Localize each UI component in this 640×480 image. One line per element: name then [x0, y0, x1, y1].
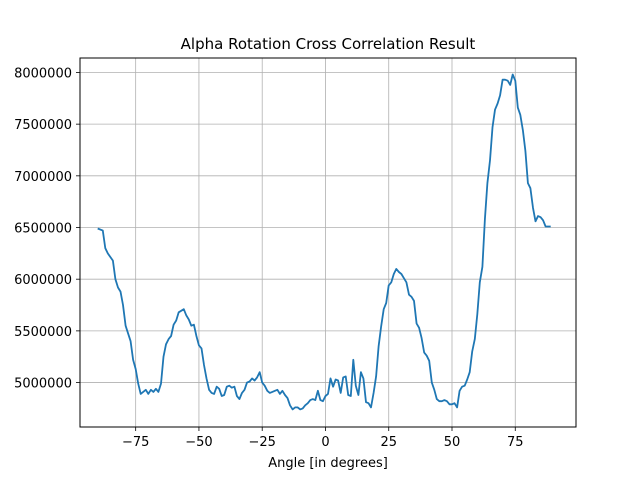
y-axis: 5000000 5500000 6000000 6500000 7000000 75000…: [14, 66, 80, 392]
axes-frame: [79, 57, 577, 428]
x-tick-label: −50: [185, 435, 212, 450]
x-tick-label: −75: [122, 435, 149, 450]
x-tick-label: 0: [321, 435, 329, 450]
series-line-0: [97, 73, 551, 411]
x-tick-label: −25: [248, 435, 275, 450]
y-tick-label: 6000000: [14, 273, 72, 288]
x-axis: −75 −50 −25 0 25 50 75: [122, 427, 524, 450]
x-axis-label: Angle [in degrees]: [268, 456, 388, 471]
y-tick-label: 7000000: [14, 170, 72, 185]
x-tick-label: 50: [444, 435, 461, 450]
y-tick-label: 5500000: [14, 325, 72, 340]
chart-title: Alpha Rotation Cross Correlation Result: [181, 35, 476, 53]
x-tick-label: 75: [507, 435, 524, 450]
y-tick-label: 6500000: [14, 222, 72, 237]
y-tick-label: 5000000: [14, 377, 72, 392]
y-tick-label: 8000000: [14, 66, 72, 81]
y-tick-label: 7500000: [14, 118, 72, 133]
plot-area: [97, 73, 551, 411]
x-tick-label: 25: [380, 435, 397, 450]
